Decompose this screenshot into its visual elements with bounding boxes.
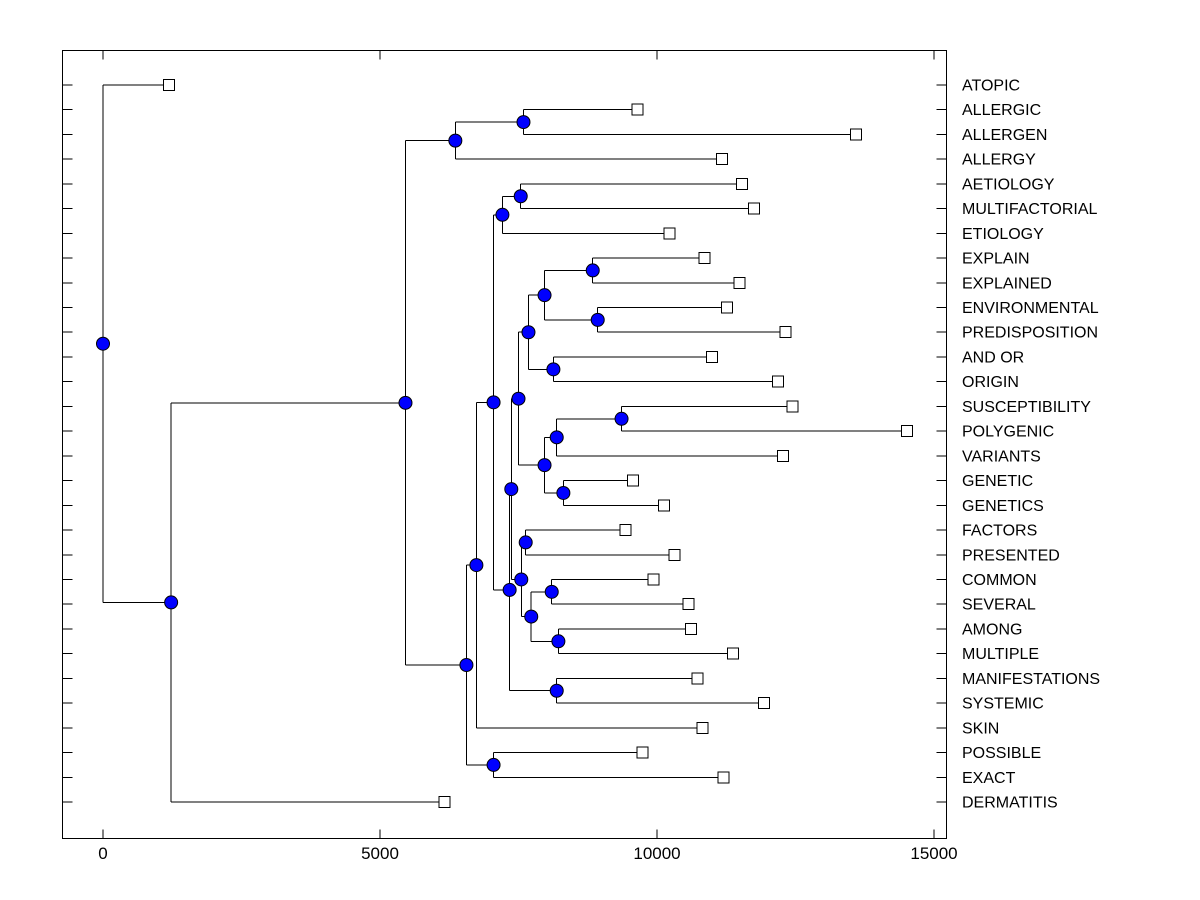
x-tick-label: 15000 <box>910 844 957 863</box>
leaf-label: EXPLAINED <box>962 275 1052 292</box>
leaf-label: AMONG <box>962 621 1022 638</box>
leaf-square-marker <box>627 474 640 487</box>
leaf-label: MANIFESTATIONS <box>962 671 1100 688</box>
leaf-square-marker <box>779 326 792 339</box>
internal-node-marker <box>504 482 519 497</box>
internal-node-marker <box>614 411 629 426</box>
leaf-square-marker <box>698 252 711 265</box>
internal-node-marker <box>514 572 529 587</box>
internal-node-marker <box>544 584 559 599</box>
leaf-square-marker <box>757 697 770 710</box>
leaf-label: ALLERGIC <box>962 102 1041 119</box>
leaf-label: ETIOLOGY <box>962 226 1044 243</box>
leaf-label: POLYGENIC <box>962 424 1054 441</box>
internal-node-marker <box>486 395 501 410</box>
leaf-square-marker <box>647 573 660 586</box>
leaf-label: ALLERGEN <box>962 127 1047 144</box>
internal-node-marker <box>551 634 566 649</box>
internal-node-marker <box>486 757 501 772</box>
internal-node-marker <box>549 430 564 445</box>
leaf-label: PRESENTED <box>962 547 1060 564</box>
leaf-label: EXACT <box>962 770 1016 787</box>
leaf-square-marker <box>733 276 746 289</box>
internal-node-marker <box>585 263 600 278</box>
internal-node-marker <box>398 395 413 410</box>
leaf-square-marker <box>631 103 644 116</box>
leaf-square-marker <box>747 202 760 215</box>
internal-node-marker <box>511 391 526 406</box>
internal-node-marker <box>546 362 561 377</box>
leaf-label: DERMATITIS <box>962 795 1058 812</box>
leaf-square-marker <box>682 598 695 611</box>
leaf-label: SUSCEPTIBILITY <box>962 399 1091 416</box>
internal-node-marker <box>513 189 528 204</box>
leaf-square-marker <box>619 524 632 537</box>
leaf-label: ALLERGY <box>962 152 1036 169</box>
leaf-square-marker <box>636 746 649 759</box>
leaf-square-marker <box>438 796 451 808</box>
leaf-square-marker <box>771 375 784 388</box>
leaf-square-marker <box>658 499 671 512</box>
leaf-label: VARIANTS <box>962 448 1041 465</box>
leaf-label: COMMON <box>962 572 1037 589</box>
leaf-label: AND OR <box>962 349 1024 366</box>
internal-node-marker <box>164 595 179 610</box>
leaf-square-marker <box>691 672 704 685</box>
internal-node-marker <box>96 336 110 351</box>
leaf-label: PREDISPOSITION <box>962 325 1098 342</box>
internal-node-marker <box>521 325 536 340</box>
leaf-label: SEVERAL <box>962 597 1036 614</box>
internal-node-marker <box>524 609 539 624</box>
internal-node-marker <box>549 683 564 698</box>
leaf-label: GENETICS <box>962 498 1044 515</box>
leaf-label: EXPLAIN <box>962 251 1030 268</box>
leaf-label: ATOPIC <box>962 78 1020 95</box>
internal-node-marker <box>537 288 552 303</box>
leaf-label: MULTIPLE <box>962 646 1039 663</box>
leaf-square-marker <box>720 301 733 314</box>
leaf-square-marker <box>776 449 789 462</box>
x-tick-label: 10000 <box>633 844 680 863</box>
leaf-square-marker <box>663 227 676 240</box>
internal-node-marker <box>495 207 510 222</box>
leaf-label: SYSTEMIC <box>962 696 1044 713</box>
leaf-label: POSSIBLE <box>962 745 1041 762</box>
leaf-label: SKIN <box>962 720 999 737</box>
leaf-label: ORIGIN <box>962 374 1019 391</box>
internal-node-marker <box>448 133 463 148</box>
leaf-label: GENETIC <box>962 473 1033 490</box>
leaf-square-marker <box>705 350 718 363</box>
leaf-square-marker <box>162 79 175 91</box>
leaf-square-marker <box>684 622 697 635</box>
leaf-square-marker <box>786 400 799 413</box>
plot-box <box>62 50 947 839</box>
leaf-label: FACTORS <box>962 523 1037 540</box>
internal-node-marker <box>469 558 484 573</box>
leaf-square-marker <box>900 425 913 438</box>
internal-node-marker <box>502 582 517 597</box>
leaf-square-marker <box>717 771 730 784</box>
internal-node-marker <box>459 658 474 673</box>
leaf-label: MULTIFACTORIAL <box>962 201 1098 218</box>
internal-node-marker <box>556 485 571 500</box>
x-tick-label: 5000 <box>361 844 399 863</box>
leaf-square-marker <box>735 177 748 190</box>
leaf-square-marker <box>696 721 709 734</box>
leaf-square-marker <box>715 153 728 166</box>
x-tick-label: 0 <box>98 844 107 863</box>
leaf-label: ENVIRONMENTAL <box>962 300 1099 317</box>
internal-node-marker <box>590 312 605 327</box>
internal-node-marker <box>518 535 533 550</box>
leaf-square-marker <box>726 647 739 660</box>
internal-node-marker <box>516 115 531 130</box>
leaf-square-marker <box>668 548 681 561</box>
leaf-square-marker <box>849 128 862 141</box>
internal-node-marker <box>537 458 552 473</box>
leaf-label: AETIOLOGY <box>962 176 1055 193</box>
